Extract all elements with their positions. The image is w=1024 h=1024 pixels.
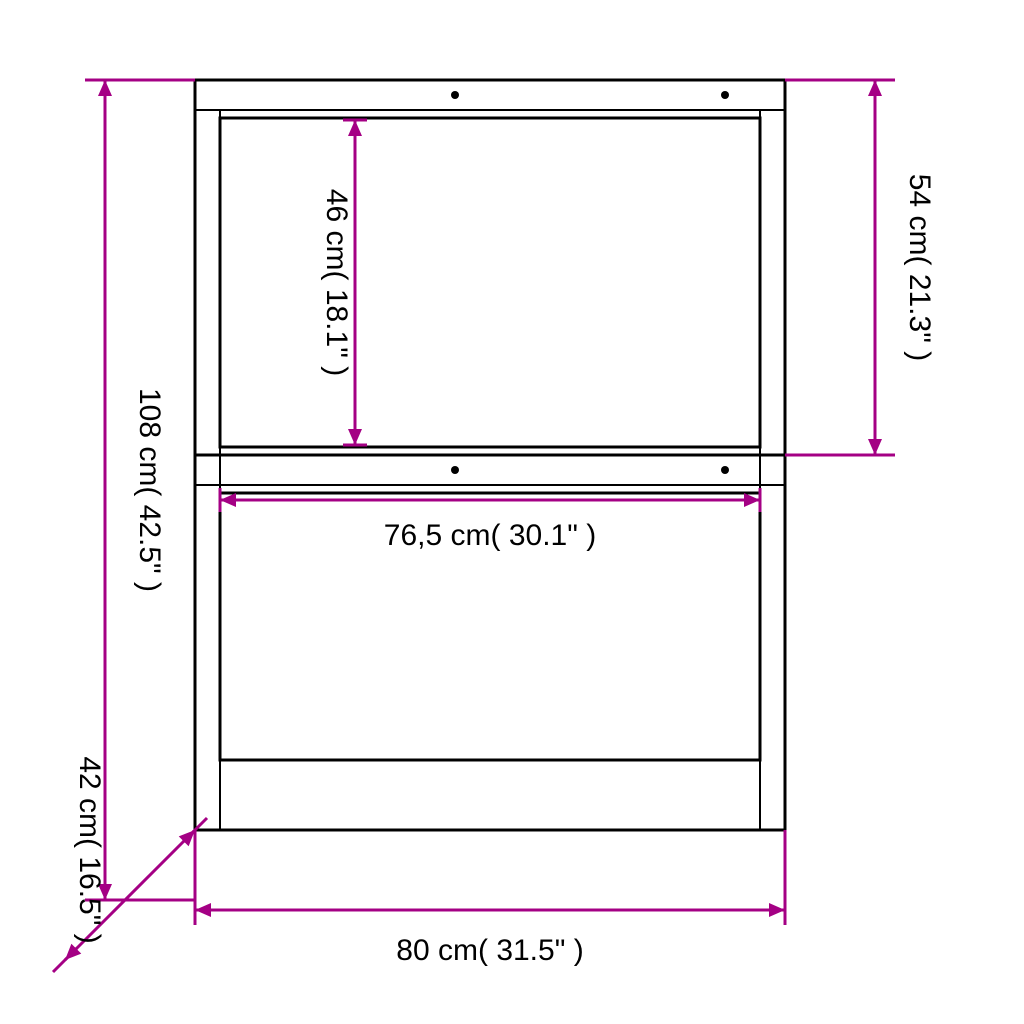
dim-height-total: 108 cm( 42.5" ) <box>133 388 166 592</box>
dim-depth: 42 cm( 16.5" ) <box>73 756 106 943</box>
dim-drawer-height: 46 cm( 18.1" ) <box>320 189 353 376</box>
dim-upper-height: 54 cm( 21.3" ) <box>903 174 936 361</box>
dim-width: 80 cm( 31.5" ) <box>396 934 583 967</box>
dim-drawer-width: 76,5 cm( 30.1" ) <box>384 519 596 552</box>
upper-drawer <box>220 118 760 447</box>
